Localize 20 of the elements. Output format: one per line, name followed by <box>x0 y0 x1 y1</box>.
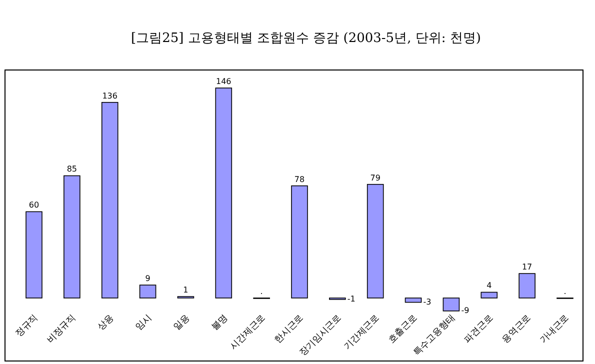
data-label: -3 <box>423 297 432 306</box>
data-label: 17 <box>522 262 532 272</box>
data-label: -9 <box>461 306 470 315</box>
data-label: 60 <box>28 200 40 210</box>
data-label: 1 <box>183 286 188 295</box>
data-label: 9 <box>145 274 150 284</box>
data-label: 85 <box>66 164 78 174</box>
data-label: 136 <box>102 91 118 100</box>
title: [그림25] 고용형태별 조합원수 증감 (2003-5년, 단위: 천명) <box>131 31 481 46</box>
data-label: 4 <box>486 281 492 290</box>
data-label: . <box>564 287 566 296</box>
x-tick-label: 임시 <box>134 313 154 333</box>
data-label: 146 <box>216 77 232 86</box>
data-label: 78 <box>294 174 305 184</box>
x-tick-label: 불명 <box>210 313 230 333</box>
x-tick-label: 일용 <box>172 313 192 333</box>
x-tick-label: 상용 <box>96 313 116 333</box>
data-label: . <box>260 287 263 296</box>
data-label: 79 <box>370 173 380 182</box>
data-label: -1 <box>347 294 356 304</box>
